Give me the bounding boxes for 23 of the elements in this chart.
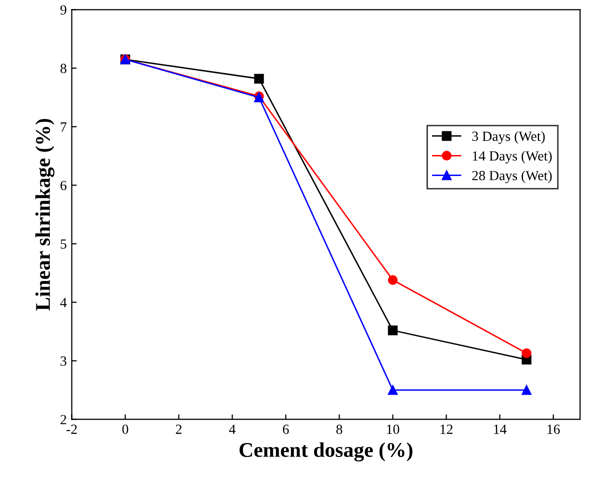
- y-tick-label: 9: [60, 5, 66, 15]
- x-tick-label: 2: [176, 424, 182, 434]
- x-tick-label: 12: [440, 424, 452, 434]
- y-tick-label: 8: [60, 64, 66, 74]
- legend-label: 3 Days (Wet): [472, 131, 545, 144]
- legend-label: 28 Days (Wet): [472, 170, 552, 184]
- x-axis-title: Cement dosage (%): [240, 442, 412, 462]
- x-tick-label: -2: [66, 424, 77, 434]
- x-tick-label: 4: [229, 424, 236, 434]
- x-tick-label: 14: [494, 424, 507, 434]
- x-tick-label: 8: [336, 424, 342, 434]
- x-tick-label: 16: [548, 424, 560, 434]
- y-tick-label: 5: [60, 239, 66, 249]
- y-tick-label: 7: [60, 122, 66, 132]
- y-tick-label: 3: [60, 356, 66, 366]
- y-tick-label: 6: [60, 180, 66, 190]
- x-tick-label: 10: [387, 424, 400, 434]
- x-tick-label: 0: [122, 424, 128, 434]
- y-axis-title: Linear shrinkage (%): [35, 118, 54, 311]
- y-tick-label: 2: [60, 414, 66, 424]
- x-tick-label: 6: [282, 424, 289, 434]
- legend-label: 14 Days (Wet): [472, 150, 552, 164]
- y-tick-label: 4: [60, 298, 67, 308]
